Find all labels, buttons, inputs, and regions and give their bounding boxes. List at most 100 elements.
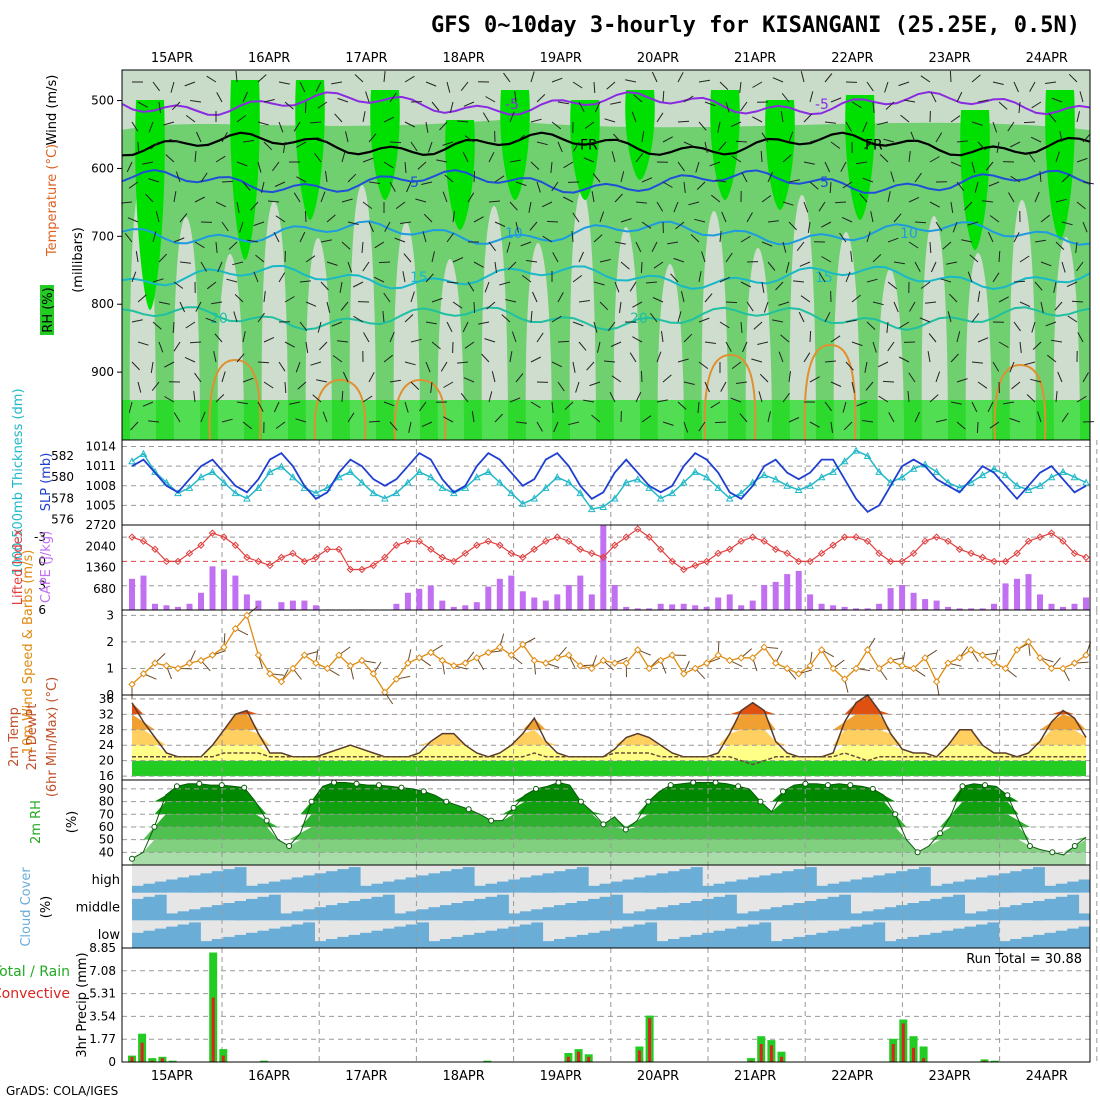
wind-barb [767,411,771,423]
wind-barb [485,96,496,103]
cloud-cover-bar [987,922,1000,948]
wind-barb [633,94,643,103]
cloud-cover-bar [1021,936,1034,948]
slp-tick-label: 1014 [85,440,116,454]
wind-speed-marker [208,651,217,659]
wind-barb [316,137,328,143]
rh-moist-column [710,90,740,200]
wind-barb [800,295,811,303]
wind-barb [467,192,475,203]
thickness-tick-label: 580 [51,470,74,484]
wind-barb [263,141,273,151]
wind-speed-marker [680,670,688,678]
precip-convective-bar [587,1056,591,1062]
wind-speed-marker [346,662,355,670]
wind-barb [430,381,433,393]
wind-barb [446,232,455,243]
cloud-cover-bar [861,911,874,921]
wind-barb [384,221,391,232]
rh-moist-column [500,90,530,200]
cloud-cover-bar [143,883,156,893]
wind-barb [645,281,658,284]
wind-barb [1040,214,1051,223]
rh-marker [735,783,742,790]
wind-barb [652,297,664,303]
wind-barb [592,173,601,183]
cloud-cover-bar [896,939,908,948]
cloud-cover-bar [861,877,874,893]
rh-marker [892,811,899,818]
wind-barb [929,201,940,208]
li-marker [243,553,251,562]
rh-marker [331,779,337,786]
wind-tick-label: 1 [106,661,114,675]
wind-barb [956,140,968,143]
cloud-cover-bar [189,922,201,948]
wind-barb [1061,174,1071,183]
wind-barb [704,141,708,153]
wind-barb [929,241,932,254]
wind-barb [529,221,538,231]
wind-barb [935,132,943,143]
wind-speed-marker [519,640,527,649]
cloud-cover-bar [371,883,384,893]
date-label-bottom: 17APR [345,1069,387,1084]
wind-barb [473,301,476,314]
wind-barb [275,421,286,429]
slp-tick-label: 1008 [85,479,116,493]
wind-barb [840,161,847,172]
li-tick-label: 6 [38,603,46,617]
wind-barb [557,381,565,392]
date-label-bottom: 15APR [151,1069,193,1084]
wind-barb [206,75,217,83]
pressure-tick-label: 800 [91,297,114,311]
cloud-cover-bar [337,903,350,921]
wind-speed-marker [323,664,332,673]
wind-barb [863,141,874,150]
li-marker [1013,549,1021,558]
thickness-marker [576,489,585,497]
wind-barb [242,91,248,103]
wind-barb [908,151,911,163]
wind-barb [457,120,469,123]
wind-barb [904,99,916,103]
cloud-cover-bar [987,875,1000,893]
wind-panel-frame [121,609,1091,696]
wind-barb [383,71,386,83]
warm-contour [393,378,447,441]
wind-barb [215,201,227,208]
cloud-cover-bar [394,879,407,893]
date-label-top: 16APR [248,51,290,66]
wind-barb [709,161,721,167]
wind-barb [872,101,875,113]
wind-barb [471,411,475,423]
wind-barb [488,151,495,163]
cloud-cover-bar [428,907,441,921]
cloud-cover-bar [782,939,794,948]
wind-barb [383,116,395,123]
wind-barb [368,221,374,233]
wind-barb [653,261,664,269]
wind-barb [767,261,776,271]
wind-barb [929,394,939,403]
wind-barb [888,412,895,423]
precip-convective-bar [130,1056,134,1062]
cape-bar [1048,603,1055,611]
wind-barb [368,372,375,383]
wind-speed-marker [266,670,274,678]
wind-barb [930,261,937,273]
wind-barb [515,421,527,424]
wind-barb [137,341,149,346]
wind-barb [273,401,280,413]
wind-barb [1051,339,1063,343]
wind-barb [1082,372,1089,383]
cloud-cover-bar [462,867,475,893]
wind-barb [389,331,395,343]
cloud-cover-bar [930,898,943,921]
isotherm-line [121,264,1091,291]
wind-barb [131,271,137,283]
rh-marker [465,806,472,813]
wind-barb [155,211,160,223]
wind-barb [1076,395,1087,403]
cloud-cover-bar [268,881,281,893]
